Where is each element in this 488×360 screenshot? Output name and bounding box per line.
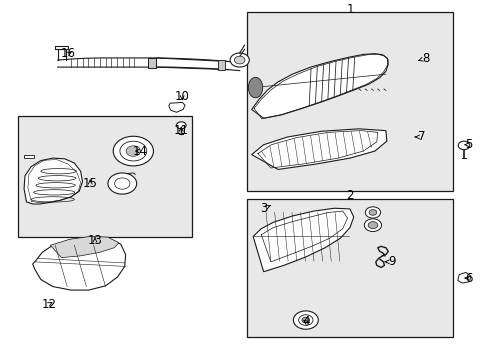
Circle shape	[457, 141, 469, 150]
Polygon shape	[50, 237, 119, 258]
Circle shape	[302, 317, 309, 323]
Text: 8: 8	[418, 52, 428, 65]
Circle shape	[364, 219, 381, 231]
Polygon shape	[251, 54, 387, 118]
Text: 16: 16	[61, 47, 76, 60]
Circle shape	[298, 315, 312, 325]
Text: 9: 9	[385, 255, 395, 268]
Circle shape	[126, 146, 140, 156]
Text: 2: 2	[346, 189, 353, 202]
Bar	[147, 58, 156, 68]
Circle shape	[293, 311, 318, 329]
Text: 1: 1	[346, 4, 353, 17]
Text: 4: 4	[302, 315, 309, 328]
Text: 10: 10	[174, 90, 189, 103]
Bar	[218, 60, 225, 69]
Text: 15: 15	[82, 177, 98, 190]
Polygon shape	[251, 129, 386, 170]
Text: 5: 5	[464, 138, 471, 151]
Text: 14: 14	[132, 145, 147, 158]
Text: 6: 6	[464, 271, 471, 284]
Text: 3: 3	[260, 202, 270, 215]
Text: 13: 13	[87, 234, 102, 247]
Circle shape	[176, 122, 185, 129]
Circle shape	[230, 53, 249, 67]
Polygon shape	[168, 102, 184, 112]
Text: 11: 11	[173, 124, 188, 137]
Polygon shape	[253, 208, 353, 272]
Circle shape	[108, 173, 137, 194]
Circle shape	[368, 210, 376, 215]
Text: 12: 12	[41, 298, 56, 311]
Polygon shape	[33, 237, 125, 290]
Circle shape	[120, 141, 146, 161]
Circle shape	[234, 56, 244, 64]
Bar	[246, 199, 452, 337]
Circle shape	[367, 222, 377, 229]
Polygon shape	[55, 46, 68, 49]
Bar	[246, 13, 452, 190]
Circle shape	[114, 178, 130, 189]
Bar	[18, 117, 191, 237]
Text: 7: 7	[414, 130, 425, 143]
Ellipse shape	[248, 77, 262, 98]
Polygon shape	[24, 158, 82, 204]
Polygon shape	[457, 273, 470, 283]
Circle shape	[365, 207, 380, 218]
Circle shape	[113, 136, 153, 166]
Polygon shape	[24, 154, 34, 158]
